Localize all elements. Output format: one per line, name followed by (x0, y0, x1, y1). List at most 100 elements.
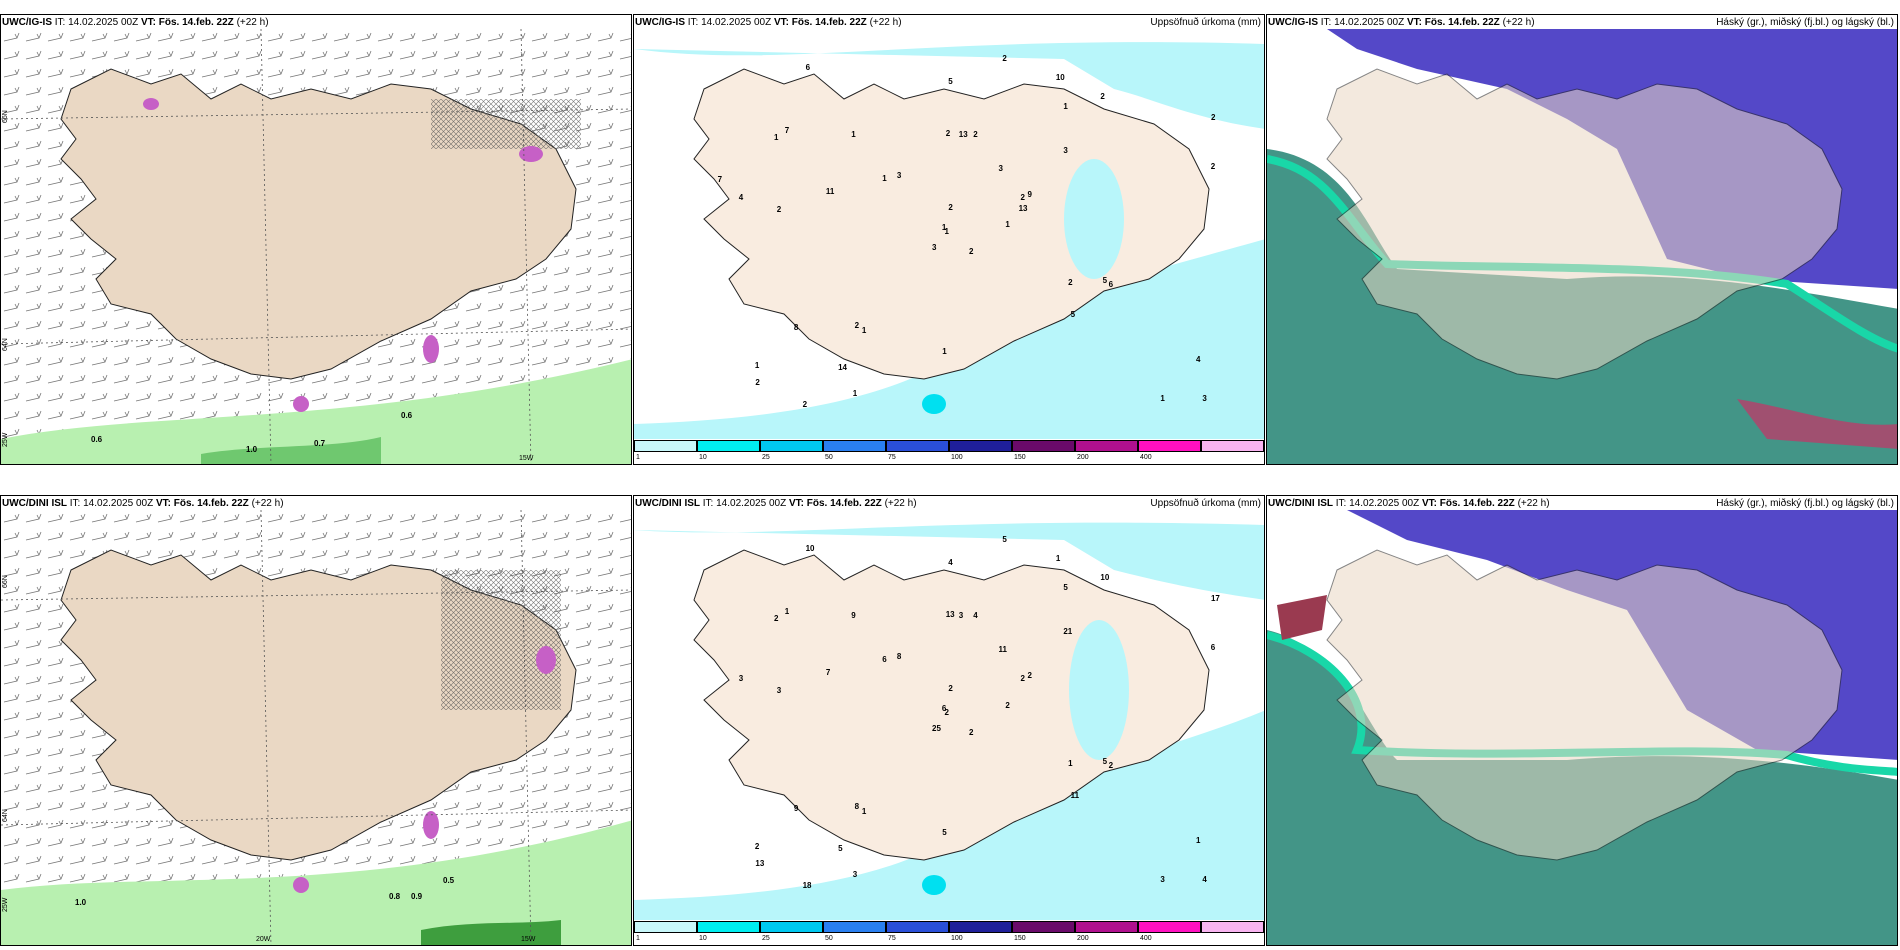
legend-swatch (697, 440, 760, 452)
wind-label: 0.6 (91, 435, 103, 444)
precip-value: 13 (945, 609, 955, 619)
lat-label-64: 64N (2, 338, 9, 351)
precip-value: 3 (852, 870, 858, 880)
panel-precip-dini: UWC/DINI ISL IT: 14.02.2025 00Z VT: Fös.… (633, 495, 1265, 946)
legend-tick: 25 (762, 454, 770, 461)
precip-value: 3 (738, 674, 744, 684)
precip-value: 2 (944, 708, 949, 718)
legend-swatch (886, 921, 949, 933)
wind-map (1, 29, 631, 464)
wind-label: 0.8 (389, 892, 401, 901)
precip-value: 1 (861, 807, 867, 817)
precip-value: 6 (1210, 642, 1216, 652)
precip-legend: 1 10 25 50 75 100 150 200 400 (634, 438, 1264, 464)
precip-value: 21 (1063, 627, 1073, 637)
precip-value: 2 (1210, 161, 1216, 171)
precip-value: 11 (1070, 791, 1080, 801)
precip-value: 11 (825, 186, 835, 196)
wind-label: 0.9 (411, 892, 423, 901)
precip-value: 5 (1063, 582, 1068, 592)
precip-value: 2 (776, 204, 782, 214)
precip-value: 1 (1195, 835, 1201, 845)
panel-right-title: Uppsöfnuð úrkoma (mm) (1150, 17, 1261, 28)
precip-value: 13 (755, 859, 765, 869)
precip-value: 5 (1070, 310, 1076, 320)
precip-value: 2 (948, 203, 953, 213)
precip-value: 1 (944, 227, 949, 237)
legend-tick: 150 (1014, 454, 1026, 461)
precip-value: 4 (738, 193, 744, 203)
cloud-map (1267, 29, 1897, 464)
panel-right-title: Háský (gr.), miðský (fj.bl.) og lágský (… (1716, 498, 1894, 509)
wind-speed-band (1, 359, 631, 464)
precip-value: 1 (1160, 393, 1165, 403)
wind-map (1, 510, 631, 945)
precip-value: 3 (1063, 146, 1068, 156)
wind-label: 0.5 (443, 876, 455, 885)
wind-label: 1.0 (75, 898, 87, 907)
lon-label-25: 25W (2, 432, 9, 447)
lon-label-20: 20W (256, 936, 271, 943)
panel-right-title: Uppsöfnuð úrkoma (mm) (1150, 498, 1261, 509)
lat-label-66: 66N (2, 110, 9, 123)
precip-value: 7 (717, 174, 723, 184)
legend-tick: 100 (951, 935, 963, 942)
legend-swatch (634, 440, 697, 452)
precip-map (634, 42, 1264, 439)
legend-tick: 150 (1014, 935, 1026, 942)
legend-swatch (634, 921, 697, 933)
precip-value: 10 (1100, 573, 1110, 583)
panel-header: UWC/IG-IS IT: 14.02.2025 00Z VT: Fös. 14… (635, 17, 902, 28)
precip-value: 2 (774, 613, 779, 623)
lon-label-15: 15W (519, 455, 534, 462)
precip-value: 5 (1002, 534, 1007, 544)
precip-value: 2 (854, 320, 860, 330)
precip-value: 9 (1027, 189, 1032, 199)
precip-value: 9 (851, 611, 856, 621)
precip-value: 14 (838, 363, 847, 373)
precip-value: 1 (941, 223, 947, 233)
precip-value: 2 (1068, 277, 1073, 287)
precip-value: 1 (1068, 758, 1073, 768)
precip-value: 4 (1202, 875, 1207, 885)
panel-clouds-dini: UWC/DINI ISL IT: 14.02.2025 00Z VT: Fös.… (1266, 495, 1898, 946)
precip-value: 1 (784, 606, 790, 616)
precip-value: 6 (882, 654, 887, 664)
precip-value: 18 (802, 880, 812, 890)
precip-value: 2 (754, 842, 760, 852)
panel-header: UWC/IG-IS IT: 14.02.2025 00Z VT: Fös. 14… (2, 17, 269, 28)
wind-label: 0.7 (314, 439, 326, 448)
legend-swatch (697, 921, 760, 933)
precip-value: 2 (802, 399, 808, 409)
legend-tick: 1 (636, 454, 640, 461)
precip-value: 5 (838, 844, 843, 854)
precip-legend: 1 10 25 50 75 100 150 200 400 (634, 919, 1264, 945)
precip-value: 2 (1020, 673, 1025, 683)
panel-header: UWC/DINI ISL IT: 14.02.2025 00Z VT: Fös.… (635, 498, 917, 509)
lon-label-15: 15W (521, 936, 536, 943)
precip-value: 6 (1108, 280, 1114, 290)
legend-tick: 400 (1140, 935, 1152, 942)
precip-value: 6 (941, 704, 947, 714)
precip-value: 13 (958, 129, 968, 139)
precip-value: 11 (998, 644, 1007, 654)
wind-label: 0.6 (401, 411, 413, 420)
precip-value: 3 (932, 243, 937, 253)
panel-header: UWC/DINI ISL IT: 14.02.2025 00Z VT: Fös.… (1268, 498, 1550, 509)
precip-value: 3 (958, 610, 964, 620)
precip-value: 2 (1100, 92, 1105, 102)
precip-value: 10 (805, 544, 815, 554)
precip-map (634, 522, 1264, 920)
precip-value: 9 (793, 804, 799, 814)
lat-label-66: 66N (2, 575, 9, 588)
precip-value: 5 (948, 77, 953, 87)
precip-value: 8 (854, 801, 860, 811)
precip-value: 4 (1195, 354, 1201, 364)
precip-value: 1 (942, 346, 947, 356)
precip-value: 25 (932, 724, 941, 734)
precip-value: 1 (852, 389, 858, 399)
panel-wind-igis: UWC/IG-IS IT: 14.02.2025 00Z VT: Fös. 14… (0, 14, 632, 465)
precip-value: 2 (1005, 701, 1010, 711)
legend-swatch (1201, 440, 1264, 452)
legend-swatch (1012, 921, 1075, 933)
